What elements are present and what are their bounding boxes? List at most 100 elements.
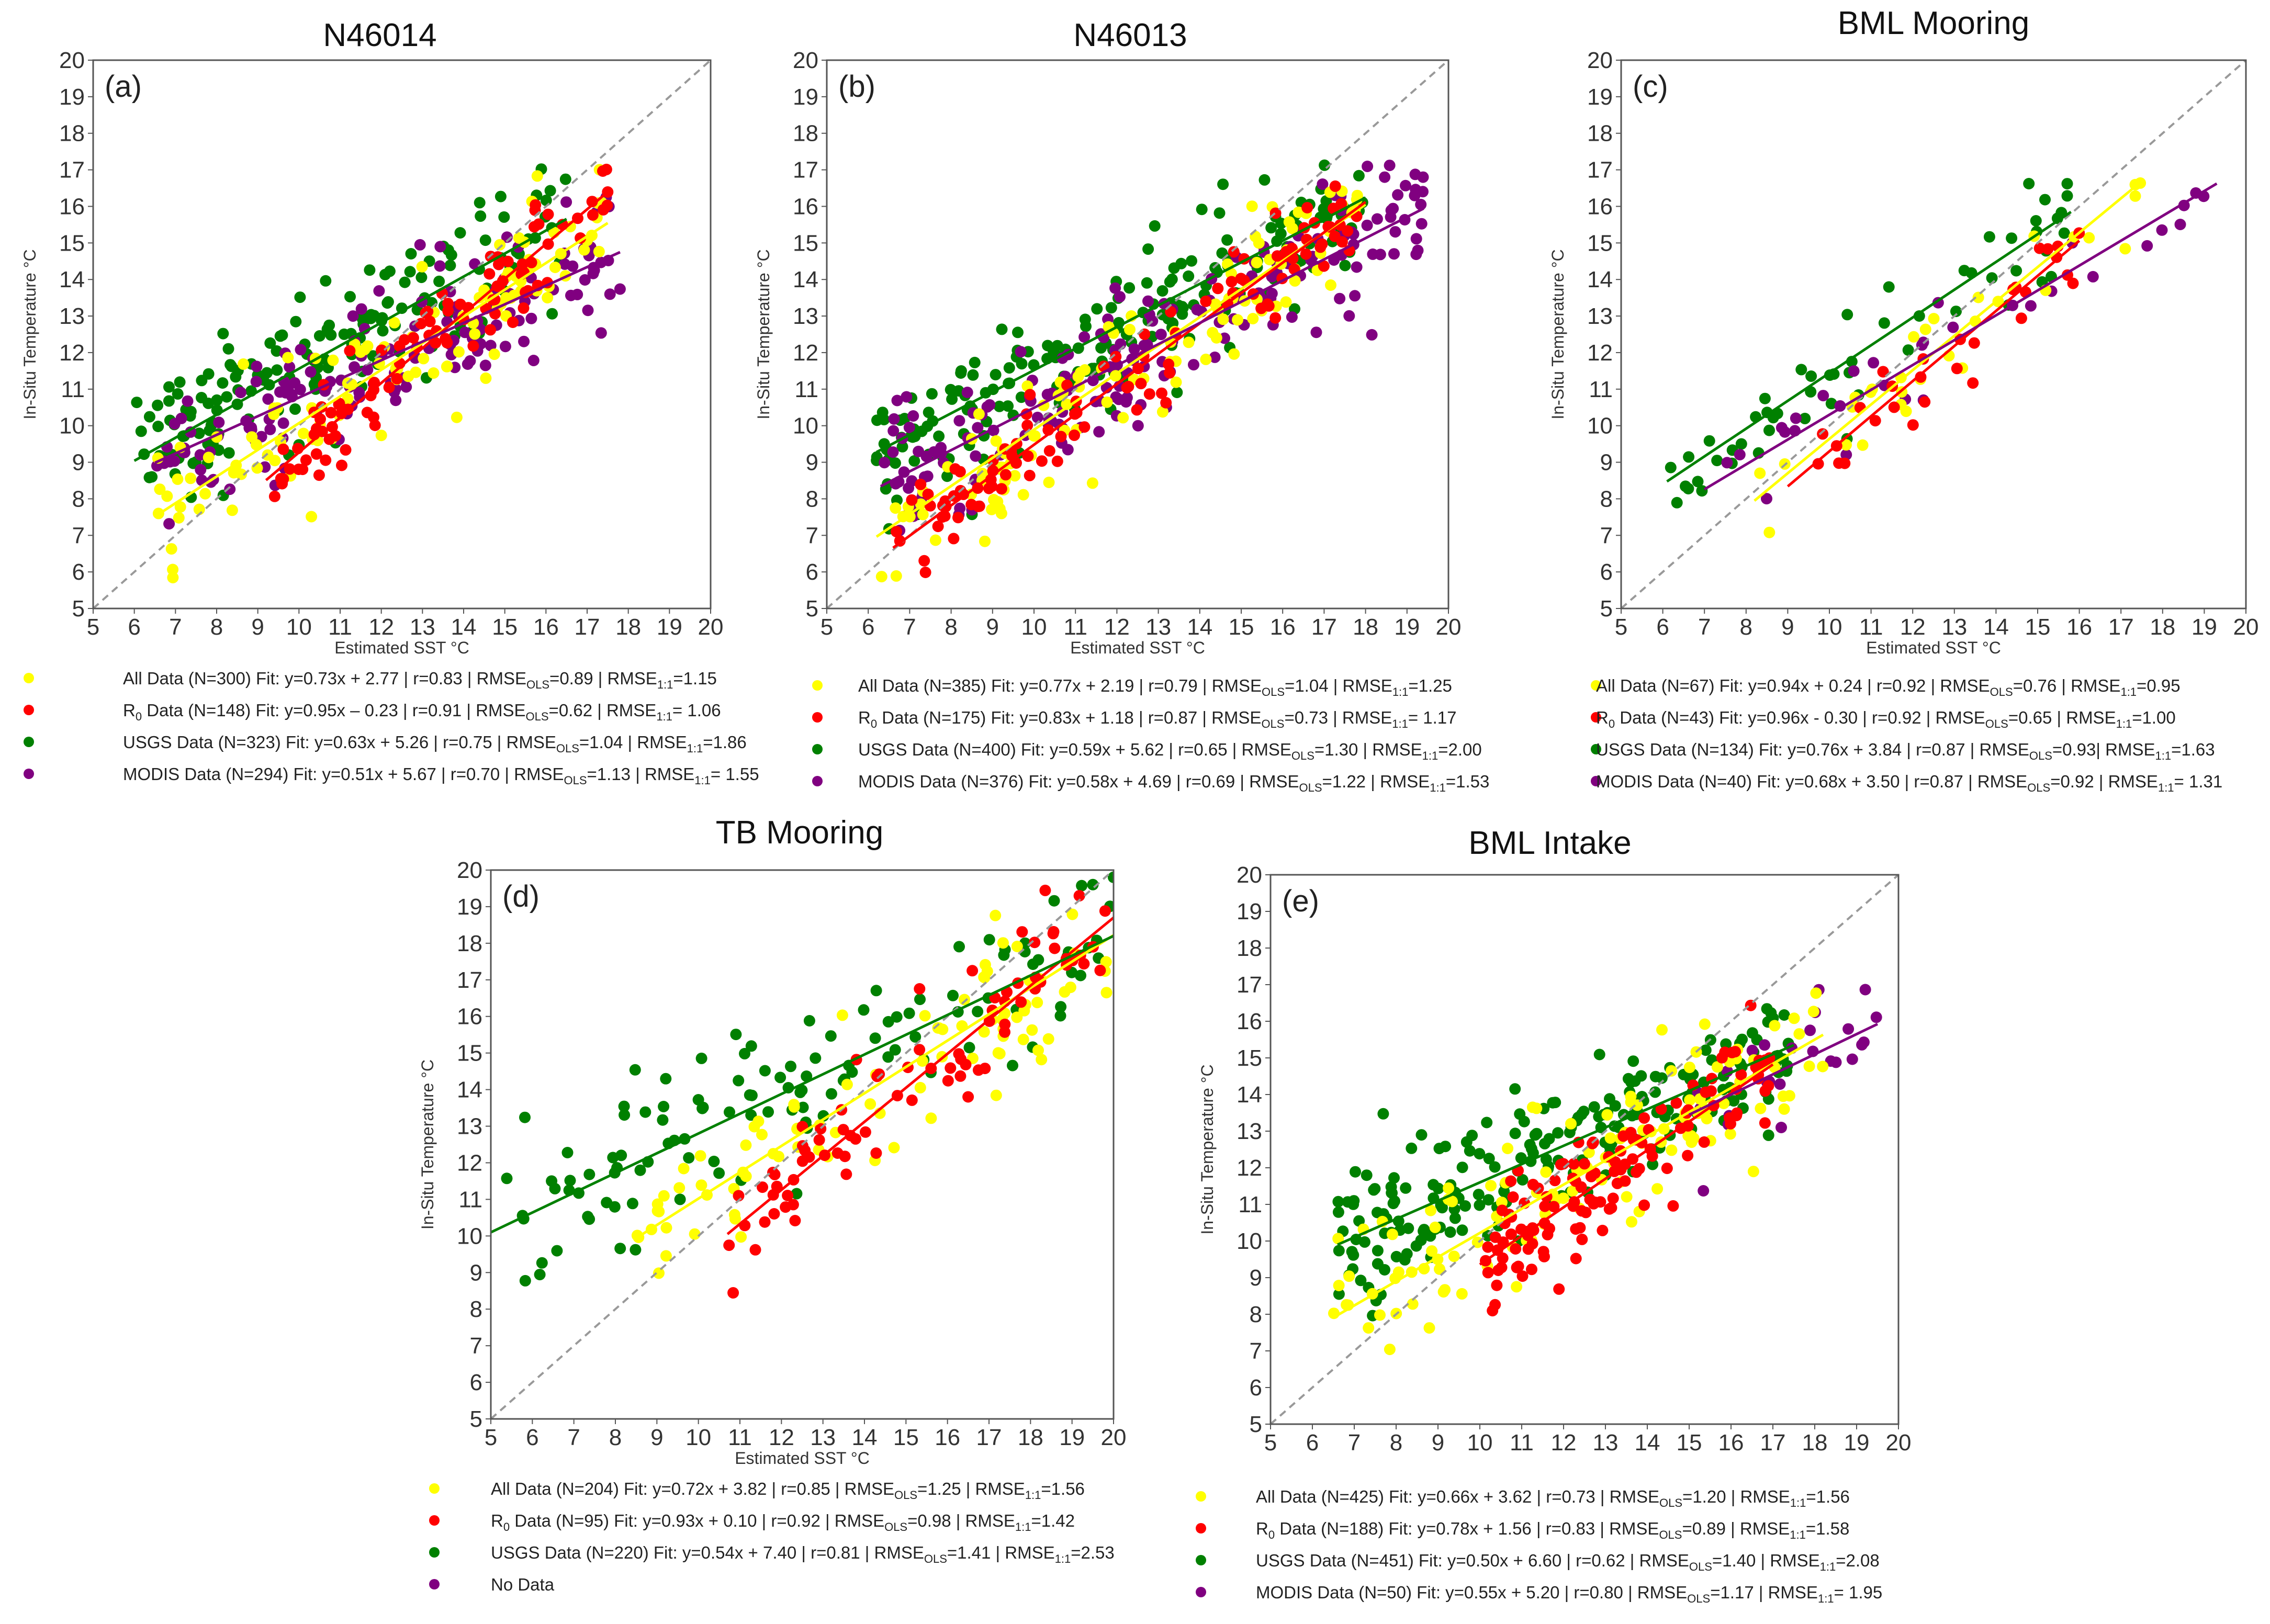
data-point-all (1042, 1033, 1054, 1045)
data-point-usgs (217, 328, 229, 340)
data-point-modis (1842, 1023, 1855, 1035)
data-point-r0 (1585, 1170, 1597, 1182)
y-axis-label: In-Situ Temperature °C (1198, 1064, 1217, 1234)
data-point-usgs (1761, 1003, 1773, 1015)
data-point-modis (264, 423, 276, 435)
data-point-all (864, 1098, 876, 1110)
data-point-r0 (999, 469, 1012, 481)
data-point-r0 (340, 444, 352, 456)
legend-text-main: All Data (N=67) Fit: y=0.94x + 0.24 | r=… (1596, 676, 1990, 695)
data-point-usgs (692, 1094, 704, 1106)
data-point-r0 (922, 488, 934, 500)
data-point-r0 (383, 381, 395, 393)
data-point-all (238, 358, 250, 370)
data-point-usgs (1079, 313, 1091, 325)
y-tick-label: 12 (1587, 340, 1613, 366)
data-point-all (890, 570, 902, 582)
y-tick-label: 18 (793, 121, 818, 146)
y-tick-label: 9 (1600, 450, 1613, 476)
data-point-all (658, 1190, 670, 1202)
legend-marker-modis (1591, 776, 1601, 786)
y-tick-label: 7 (1250, 1338, 1262, 1364)
data-point-usgs (745, 1040, 757, 1052)
legend-text-ols: =0.92 | RMSE (2050, 772, 2158, 791)
y-tick-label: 19 (457, 894, 482, 920)
data-point-r0 (1731, 1107, 1743, 1119)
data-point-usgs (618, 1100, 630, 1112)
data-point-usgs (998, 949, 1010, 961)
data-point-r0 (1532, 1182, 1544, 1194)
data-point-modis (1790, 412, 1802, 424)
data-point-r0 (1051, 455, 1063, 467)
data-point-usgs (1593, 1048, 1605, 1061)
data-point-all (1434, 1263, 1445, 1275)
data-point-all (1567, 1185, 1579, 1197)
data-point-modis (400, 381, 412, 393)
data-point-usgs (759, 1065, 771, 1077)
x-tick-label: 14 (852, 1425, 878, 1450)
data-point-all (342, 393, 354, 405)
data-point-all (1485, 1180, 1497, 1192)
data-point-usgs (870, 985, 882, 997)
legend-entry-r0: R0 Data (N=148) Fit: y=0.95x – 0.23 | r=… (123, 701, 721, 723)
data-point-all (355, 346, 367, 358)
y-tick-label: 17 (457, 967, 482, 993)
data-point-usgs (1390, 1250, 1402, 1262)
data-point-all (1456, 1288, 1468, 1300)
data-point-usgs (546, 1175, 558, 1187)
data-point-r0 (1029, 937, 1041, 949)
data-point-r0 (1574, 1222, 1586, 1234)
data-point-all (992, 1047, 1004, 1059)
legend-text-ols: =1.04 | RMSE (579, 732, 687, 752)
data-point-all (1333, 1280, 1345, 1291)
data-point-usgs (941, 470, 953, 482)
data-point-r0 (919, 567, 931, 578)
data-point-usgs (344, 291, 356, 303)
x-tick-label: 11 (728, 1425, 752, 1450)
data-point-modis (251, 360, 263, 373)
y-tick-label: 5 (1600, 596, 1613, 622)
data-point-all (1747, 1166, 1759, 1178)
data-point-r0 (749, 1244, 761, 1256)
legend-marker-all (1196, 1491, 1206, 1502)
x-tick-label: 9 (1781, 614, 1794, 640)
data-point-all (748, 1121, 760, 1133)
data-point-r0 (796, 1140, 808, 1152)
y-tick-label: 16 (457, 1004, 482, 1030)
data-point-all (388, 317, 400, 329)
data-point-modis (2156, 224, 2168, 236)
data-point-usgs (993, 400, 1005, 412)
x-tick-label: 13 (1593, 1430, 1619, 1456)
data-point-r0 (1716, 1052, 1728, 1064)
data-point-r0 (1238, 275, 1250, 287)
y-tick-label: 15 (457, 1041, 482, 1066)
y-tick-label: 18 (457, 931, 482, 956)
data-point-all (1651, 1183, 1664, 1195)
data-point-modis (954, 502, 966, 514)
data-point-modis (1947, 321, 1959, 333)
data-point-all (1443, 1182, 1455, 1194)
data-point-modis (887, 446, 899, 458)
data-point-all (695, 1179, 707, 1191)
data-point-r0 (1638, 1112, 1650, 1124)
data-point-all (1032, 1044, 1044, 1056)
r0-subscript: 0 (503, 1520, 510, 1533)
data-point-usgs (217, 377, 229, 389)
x-tick-label: 12 (1104, 614, 1130, 640)
x-tick-label: 10 (1021, 614, 1047, 640)
x-axis-label: Estimated SST °C (735, 1449, 870, 1468)
data-point-r0 (1121, 382, 1133, 393)
data-point-r0 (782, 1190, 794, 1201)
plot-frame (826, 59, 1449, 610)
data-point-r0 (1069, 429, 1080, 441)
data-point-all (904, 511, 916, 523)
data-point-r0 (507, 317, 519, 328)
data-point-all (1919, 323, 1931, 335)
y-tick-label: 16 (1237, 1009, 1262, 1034)
legend-text-main: Data (N=43) Fit: y=0.96x - 0.30 | r=0.92… (1620, 708, 1985, 727)
x-tick-label: 7 (903, 614, 916, 640)
data-point-all (1604, 1132, 1616, 1144)
data-point-modis (1343, 310, 1355, 322)
y-tick-label: 16 (1587, 194, 1613, 219)
data-point-modis (284, 361, 296, 373)
